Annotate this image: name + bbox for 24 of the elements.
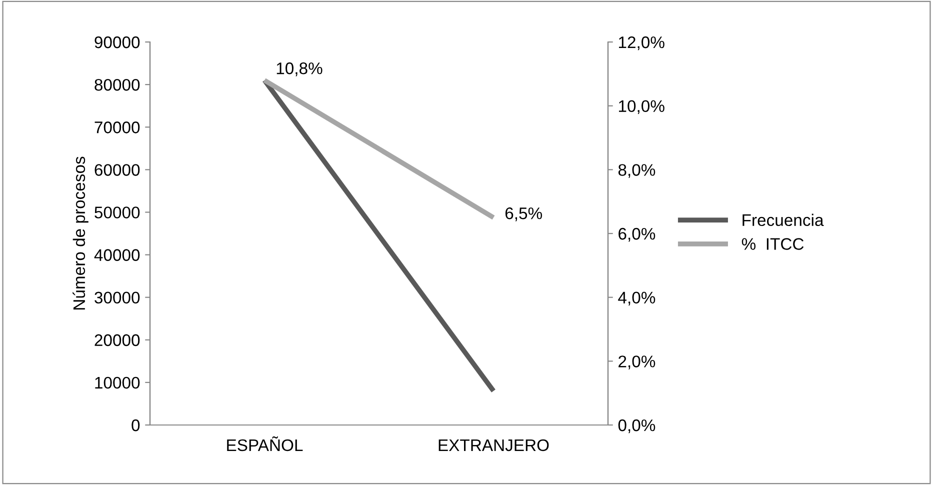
y2-tick-label: 0,0% (618, 419, 656, 434)
y-tick-label: 40000 (94, 249, 140, 261)
y2-tick-label: 8,0% (618, 164, 656, 178)
y2-tick-label: 4,0% (618, 292, 656, 306)
x-tick-label: ESPAÑOL (227, 436, 303, 452)
y-axis-title: Número de procesos (72, 156, 88, 310)
y2-tick-label: 12,0% (618, 36, 664, 50)
y-tick-label: 0 (132, 419, 140, 432)
y-tick-label: 60000 (94, 164, 140, 176)
y2-tick-label: 2,0% (618, 356, 656, 370)
data-label: 10,8% (276, 62, 322, 76)
data-label: 6,5% (505, 207, 542, 222)
x-tick-label: EXTRANJERO (438, 439, 549, 452)
y-tick-label: 10000 (95, 376, 140, 389)
legend-label: Frecuencia (742, 214, 824, 226)
y-tick-label: 80000 (94, 78, 140, 91)
y2-tick-label: 10,0% (618, 100, 664, 114)
y-tick-label: 20000 (94, 334, 140, 346)
legend-label: % ITCC (742, 238, 804, 250)
y-tick-label: 30000 (94, 292, 140, 304)
y2-tick-label: 6,0% (618, 228, 656, 242)
y-tick-label: 70000 (94, 122, 140, 134)
y-tick-label: 50000 (94, 206, 140, 218)
y-tick-label: 90000 (94, 36, 140, 48)
